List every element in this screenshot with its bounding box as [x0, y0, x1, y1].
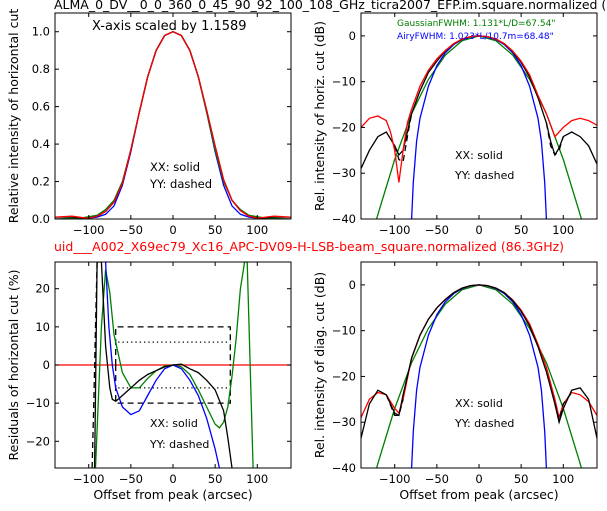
x-tick-label: 0: [169, 223, 176, 237]
y-tick-label: −20: [332, 369, 356, 383]
x-tick-label: −50: [425, 223, 449, 237]
x-tick-label: 100: [552, 223, 574, 237]
x-tick-label: 50: [208, 472, 223, 486]
y-axis-label: Relative intensity of horizontal cut: [6, 9, 21, 224]
y-tick-label: −30: [332, 166, 356, 180]
series-line-black-5: [554, 392, 573, 423]
series-line-blue-6: [104, 262, 221, 468]
series-line-red-3: [55, 30, 291, 219]
y-tick-label: 0.4: [32, 137, 50, 151]
series-line-green-5: [94, 262, 254, 468]
series-group: [361, 35, 597, 219]
series-line-black-3: [394, 113, 413, 163]
plot-frame: [360, 12, 598, 220]
x-tick-label: −100: [379, 472, 411, 486]
series-line-black-3: [361, 284, 597, 439]
y-axis-label: Rel. intensity of horiz. cut (dB): [312, 21, 327, 211]
x-tick-label: −50: [119, 472, 143, 486]
series-line-blue-1: [410, 284, 548, 468]
series-line-blue-1: [410, 35, 548, 219]
plot-frame: [360, 261, 598, 469]
y-tick-label: −10: [332, 75, 356, 89]
y-tick-label: 0.0: [32, 212, 50, 226]
y-tick-label: 0.8: [32, 62, 50, 76]
annotation-text: XX: solid: [150, 160, 200, 174]
series-line-black-4: [545, 122, 564, 157]
y-tick-label: −40: [332, 212, 356, 226]
x-tick-label: −100: [379, 223, 411, 237]
y-tick-label: −10: [26, 396, 50, 410]
y-tick-label: −30: [332, 415, 356, 429]
x-tick-label: 50: [514, 223, 529, 237]
x-tick-label: 50: [208, 223, 223, 237]
y-tick-label: 0: [349, 29, 356, 43]
figure-title-mid: uid___A002_X69ec79_Xc16_APC-DV09-H-LSB-b…: [54, 239, 565, 254]
annotation-text: YY: dashed: [454, 417, 514, 430]
series-line-black-2: [115, 365, 231, 404]
annotation-text: XX: solid: [455, 149, 503, 162]
annotation-text: X-axis scaled by 1.1589: [92, 19, 247, 34]
y-tick-label: −10: [332, 324, 356, 338]
x-tick-label: −100: [73, 223, 105, 237]
y-tick-label: 1.0: [32, 25, 50, 39]
x-axis-label: Offset from peak (arcsec): [399, 487, 558, 502]
annotation-text: YY: dashed: [149, 438, 209, 451]
x-tick-label: −100: [73, 472, 105, 486]
chart-tl: −100 −50 0 50 100 0.0 0.2 0.4 0.6 0.8 1.0 Relative …: [6, 9, 292, 237]
y-tick-label: −40: [332, 461, 356, 475]
x-axis-label: Offset from peak (arcsec): [93, 487, 252, 502]
x-tick-label: 0: [169, 472, 176, 486]
y-tick-label: 0: [349, 278, 356, 292]
annotation-text: XX: solid: [150, 417, 198, 430]
annotation-text: YY: dashed: [149, 177, 212, 191]
annotation-text: XX: solid: [455, 397, 503, 410]
x-tick-label: 0: [475, 223, 482, 237]
y-axis-label: Rel. intensity of diag. cut (dB): [312, 272, 327, 458]
annotation-text: YY: dashed: [454, 169, 514, 182]
series-line-black-1: [115, 326, 231, 365]
x-tick-label: 100: [246, 223, 268, 237]
y-tick-label: 0.2: [32, 175, 50, 189]
x-tick-label: 100: [552, 472, 574, 486]
y-tick-label: 20: [35, 282, 50, 296]
x-tick-label: 0: [475, 472, 482, 486]
annotation-text: GaussianFWHM: 1.131*L/D=67.54": [397, 19, 555, 29]
x-tick-label: −50: [119, 223, 143, 237]
x-tick-label: 50: [514, 472, 529, 486]
y-tick-label: −20: [332, 120, 356, 134]
y-axis-label: Residuals of horizontal cut (%): [6, 270, 21, 461]
annotation-text: AiryFWHM: 1.023*L/10.7m=68.48": [397, 32, 554, 42]
y-tick-label: 0: [43, 358, 50, 372]
y-tick-label: −20: [26, 434, 50, 448]
series-group: [55, 30, 291, 219]
x-tick-label: 100: [246, 472, 268, 486]
series-line-black-7: [93, 262, 233, 468]
x-tick-label: −50: [425, 472, 449, 486]
series-line-red-5: [361, 35, 597, 183]
y-tick-label: 0.6: [32, 100, 50, 114]
y-tick-label: 10: [35, 320, 50, 334]
figure-title-top: ALMA_0_DV__0_0_360_0_45_90_92_100_108_GH…: [54, 0, 607, 12]
series-line-black-4: [385, 394, 404, 417]
series-group: [55, 262, 291, 468]
series-group: [361, 284, 597, 468]
series-line-black-8: [91, 262, 98, 468]
